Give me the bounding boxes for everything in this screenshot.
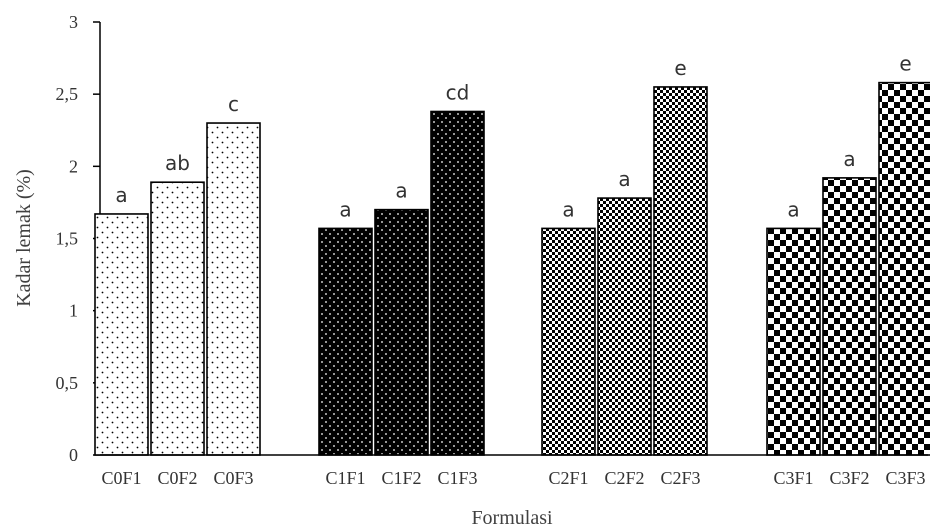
bar-c2f2	[597, 197, 652, 456]
bar-label-c2f3: e	[674, 56, 686, 80]
bar-c0f1	[94, 213, 149, 456]
bar-c0f3	[206, 122, 261, 456]
bar-c0f2	[150, 181, 205, 456]
bar-c3f2	[822, 177, 877, 456]
x-axis-title: Formulasi	[471, 507, 553, 529]
y-tick-label: 2,5	[56, 84, 79, 104]
bar-label-c1f3: cd	[446, 80, 470, 104]
bar-label-c0f2: ab	[165, 151, 190, 175]
bar-c2f3	[653, 86, 708, 456]
bar-label-c2f1: a	[562, 197, 574, 221]
bar-label-c2f2: a	[618, 167, 630, 191]
bar-c3f3	[878, 81, 930, 456]
bar-c2f1	[541, 227, 596, 456]
bar-label-c1f1: a	[339, 197, 351, 221]
y-axis-title: Kadar lemak (%)	[13, 169, 35, 307]
bar-c3f1	[766, 227, 821, 456]
x-tick-label: C1F2	[381, 468, 421, 488]
bar-label-c3f1: a	[787, 197, 799, 221]
bar-label-c3f2: a	[843, 147, 855, 171]
x-tick-label: C0F1	[101, 468, 141, 488]
y-tick-label: 3	[69, 12, 78, 32]
y-tick-label: 0	[69, 445, 78, 465]
bar-c1f2	[374, 208, 429, 456]
y-tick-label: 0,5	[56, 373, 79, 393]
bar-label-c0f1: a	[115, 183, 127, 207]
bar-label-c3f3: e	[899, 52, 911, 76]
x-tick-label: C1F3	[437, 468, 477, 488]
x-tick-label: C3F3	[885, 468, 925, 488]
x-tick-label: C2F2	[604, 468, 644, 488]
bar-c1f3	[430, 110, 485, 456]
x-tick-label: C2F3	[660, 468, 700, 488]
y-axis: 0 0,5 1 1,5 2 2,5 3	[56, 12, 101, 465]
data-labels: a ab c a a cd a a e a a e	[115, 52, 911, 222]
bar-label-c1f2: a	[395, 179, 407, 203]
bars	[94, 81, 930, 456]
x-tick-label: C1F1	[325, 468, 365, 488]
x-tick-label: C0F2	[157, 468, 197, 488]
y-tick-label: 1,5	[56, 229, 79, 249]
x-tick-label: C3F2	[829, 468, 869, 488]
x-tick-label: C2F1	[548, 468, 588, 488]
bar-c1f1	[318, 227, 373, 456]
y-tick-label: 2	[69, 156, 78, 176]
bar-label-c0f3: c	[228, 92, 239, 116]
x-tick-label: C0F3	[213, 468, 253, 488]
x-axis: C0F1 C0F2 C0F3 C1F1 C1F2 C1F3 C2F1 C2F2 C2F3 C3F1…	[100, 454, 928, 488]
y-tick-label: 1	[69, 301, 78, 321]
x-tick-label: C3F1	[773, 468, 813, 488]
